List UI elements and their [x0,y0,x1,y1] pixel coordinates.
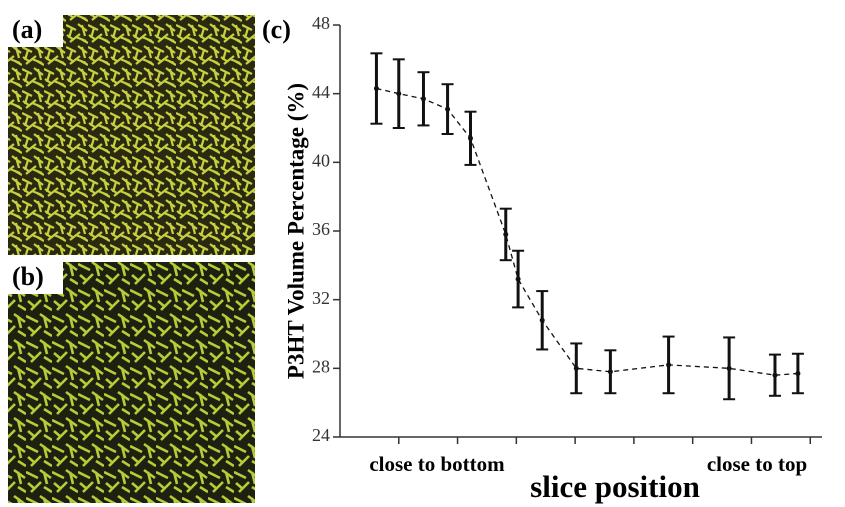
trend-line [376,87,798,376]
point [539,317,545,323]
point [503,231,509,237]
y-tick-label: 36 [312,219,330,239]
panel-label: (a) [12,15,42,44]
point [795,370,801,376]
x-annotation: close to top [707,452,807,476]
x-axis-label: slice position [530,469,700,504]
point [467,135,473,141]
y-tick-label: 48 [312,13,330,33]
point [607,369,613,375]
y-axis-label: P3HT Volume Percentage (%) [283,83,308,379]
point [726,365,732,371]
y-tick-label: 40 [312,150,330,170]
label-bg [8,262,63,294]
y-tick-label: 24 [312,425,330,445]
point [396,91,402,97]
point [666,362,672,368]
panel-label: (c) [262,15,291,44]
y-tick-label: 44 [312,82,330,102]
point [420,96,426,102]
point [772,372,778,378]
label-bg [8,15,63,47]
point [373,86,379,92]
image-b [8,262,255,503]
point [515,276,521,282]
x-annotation: close to bottom [369,452,505,476]
y-tick-label: 32 [312,288,330,308]
image-a [8,15,255,255]
y-tick-label: 28 [312,356,330,376]
panel-label: (b) [12,262,44,291]
point [573,365,579,371]
point [445,106,451,112]
